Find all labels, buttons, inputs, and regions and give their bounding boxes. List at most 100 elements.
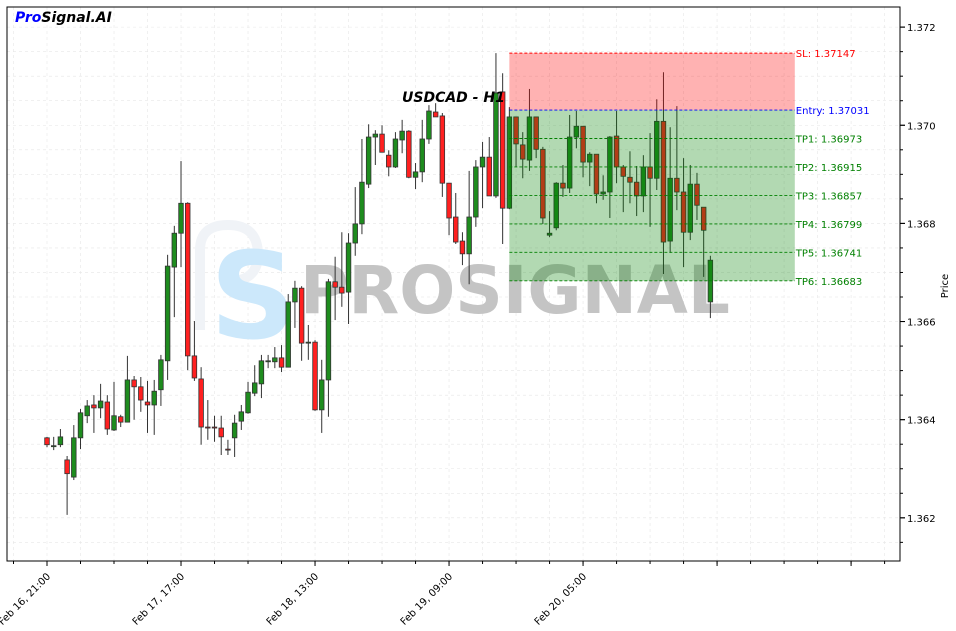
plot-frame xyxy=(6,6,901,562)
candle-body-bear xyxy=(225,448,231,451)
candle xyxy=(191,321,198,381)
candle-body-bear xyxy=(205,426,211,429)
candle xyxy=(674,106,680,211)
candle-body-bull xyxy=(252,382,258,394)
candle-body-bull xyxy=(479,156,486,168)
candle xyxy=(453,192,459,245)
candle-body-bull xyxy=(71,437,77,478)
candle xyxy=(118,414,124,428)
candle-body-bull xyxy=(258,360,265,385)
candle-body-bear xyxy=(513,116,519,145)
tp-level-label: TP5: 1.36741 xyxy=(795,248,862,259)
candle xyxy=(111,381,117,431)
candle xyxy=(627,151,633,204)
candle xyxy=(164,254,171,380)
candle-body-bear xyxy=(298,287,305,344)
candle xyxy=(211,415,218,442)
candle-body-bull xyxy=(546,232,553,236)
candle-body-bear xyxy=(627,176,633,183)
candle-body-bull xyxy=(419,138,425,173)
candle xyxy=(205,400,211,440)
candle-body-bull xyxy=(124,379,131,423)
trade-levels: SL: 1.37147 Entry: 1.37031 TP1: 1.36973 TP2… xyxy=(509,49,870,288)
candle-body-bull xyxy=(111,415,117,431)
candle-body-bull xyxy=(466,216,472,255)
candle xyxy=(560,165,566,197)
candle-body-bull xyxy=(640,166,647,197)
candle-body-bear xyxy=(218,427,224,438)
tp-level-label: TP4: 1.36799 xyxy=(795,220,862,231)
candle xyxy=(305,324,312,360)
chart-title: USDCAD - H1 xyxy=(402,90,505,106)
candle xyxy=(493,53,499,198)
candle xyxy=(218,415,224,456)
candle xyxy=(372,130,379,166)
candle-body-bull xyxy=(553,182,559,229)
candle-body-bear xyxy=(104,401,111,430)
candle xyxy=(633,165,640,217)
candle-body-bull xyxy=(359,181,365,225)
candle-body-bull xyxy=(587,153,593,163)
candle-body-bear xyxy=(620,166,626,177)
candle xyxy=(51,436,57,451)
watermark: S PROSIGNAL xyxy=(195,219,730,367)
candle xyxy=(553,182,559,231)
candle xyxy=(412,163,419,190)
candle-body-bull xyxy=(292,287,298,303)
y-tick-label: 1.372 xyxy=(907,23,936,34)
candle-body-bear xyxy=(91,404,97,409)
candle xyxy=(144,380,151,433)
candle xyxy=(44,436,50,448)
y-tick-label: 1.362 xyxy=(907,514,936,525)
candle-body-bear xyxy=(446,182,452,219)
candle xyxy=(587,152,593,187)
candle xyxy=(392,132,399,168)
candle xyxy=(104,395,111,435)
tp-level-label: TP3: 1.36857 xyxy=(795,191,862,202)
stop-loss-zone xyxy=(509,53,795,111)
candle xyxy=(285,294,291,368)
brand-logo: ProSignal.AI xyxy=(15,10,112,26)
candle xyxy=(520,132,526,179)
candle-body-bull xyxy=(600,191,606,195)
candle-body-bear xyxy=(432,111,439,118)
candle xyxy=(432,103,439,118)
candle xyxy=(600,175,606,200)
candle xyxy=(473,160,479,227)
candle xyxy=(198,367,204,445)
candle xyxy=(57,429,64,448)
candle-body-bull xyxy=(238,411,245,422)
candle-body-bull xyxy=(285,301,291,368)
y-axis-label: Price xyxy=(940,274,951,298)
y-tick-label: 1.370 xyxy=(907,121,936,132)
candle xyxy=(325,278,332,417)
candle-body-bull xyxy=(164,265,171,362)
candle-body-bull xyxy=(687,183,693,233)
candle-body-bull xyxy=(231,422,238,439)
grid xyxy=(7,7,900,561)
candle xyxy=(352,187,358,256)
candle-body-bull xyxy=(325,281,332,381)
candle xyxy=(680,158,687,268)
candle-body-bear xyxy=(44,437,50,446)
candle xyxy=(278,345,285,373)
candle-body-bear xyxy=(439,115,446,184)
candle-body-bull xyxy=(372,133,379,138)
candle-body-bull xyxy=(392,138,399,168)
candle-body-bear xyxy=(499,91,506,209)
candle xyxy=(446,182,452,236)
candle xyxy=(332,256,338,321)
candle xyxy=(359,138,365,235)
candle-body-bear xyxy=(633,181,640,197)
candle xyxy=(138,376,144,412)
candle xyxy=(506,107,513,210)
candle-body-bull xyxy=(607,136,613,193)
candle xyxy=(312,340,318,411)
candle xyxy=(459,232,466,266)
candle-body-bull xyxy=(272,357,278,363)
candle xyxy=(533,116,539,159)
candle-body-bear xyxy=(64,459,70,475)
candle xyxy=(700,206,707,277)
candle-body-bull xyxy=(265,360,271,363)
candle xyxy=(158,354,164,406)
